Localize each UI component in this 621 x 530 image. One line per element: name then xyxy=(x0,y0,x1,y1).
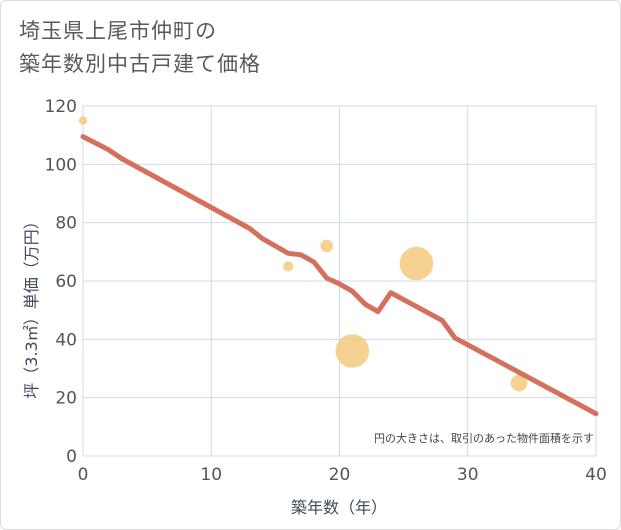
chart-title: 埼玉県上尾市仲町の 築年数別中古戸建て価格 xyxy=(19,15,261,81)
data-bubble xyxy=(335,334,370,368)
y-tick-label: 120 xyxy=(45,97,77,117)
y-tick-label: 100 xyxy=(45,155,77,175)
data-bubble xyxy=(78,116,88,125)
y-tick-label: 0 xyxy=(66,447,77,467)
y-tick-label: 40 xyxy=(55,330,77,350)
data-bubble xyxy=(399,246,434,281)
data-bubble xyxy=(510,374,528,392)
x-tick-label: 30 xyxy=(457,465,479,485)
x-tick-label: 10 xyxy=(200,465,222,485)
x-axis-label: 築年数（年） xyxy=(291,498,387,517)
data-bubble xyxy=(283,261,294,272)
x-tick-label: 0 xyxy=(78,465,89,485)
x-tick-label: 40 xyxy=(585,465,607,485)
axis-ticks: 0 10 20 30 40 0 20 40 60 80 100 120 xyxy=(45,97,607,485)
y-tick-label: 80 xyxy=(55,214,77,234)
chart-note: 円の大きさは、取引のあった物件面積を示す xyxy=(374,431,594,445)
y-tick-label: 20 xyxy=(55,389,77,409)
bubble-series xyxy=(78,116,528,392)
y-tick-label: 60 xyxy=(55,272,77,292)
trend-line xyxy=(80,134,599,417)
data-bubble xyxy=(320,239,333,253)
chart-title-line-1: 埼玉県上尾市仲町の xyxy=(19,19,217,43)
y-axis-label: 坪（3.3㎡）単価（万円） xyxy=(22,213,41,398)
trend-series xyxy=(80,134,599,417)
x-tick-label: 20 xyxy=(329,465,351,485)
grid-lines xyxy=(82,105,597,457)
chart-title-line-2: 築年数別中古戸建て価格 xyxy=(19,52,261,76)
